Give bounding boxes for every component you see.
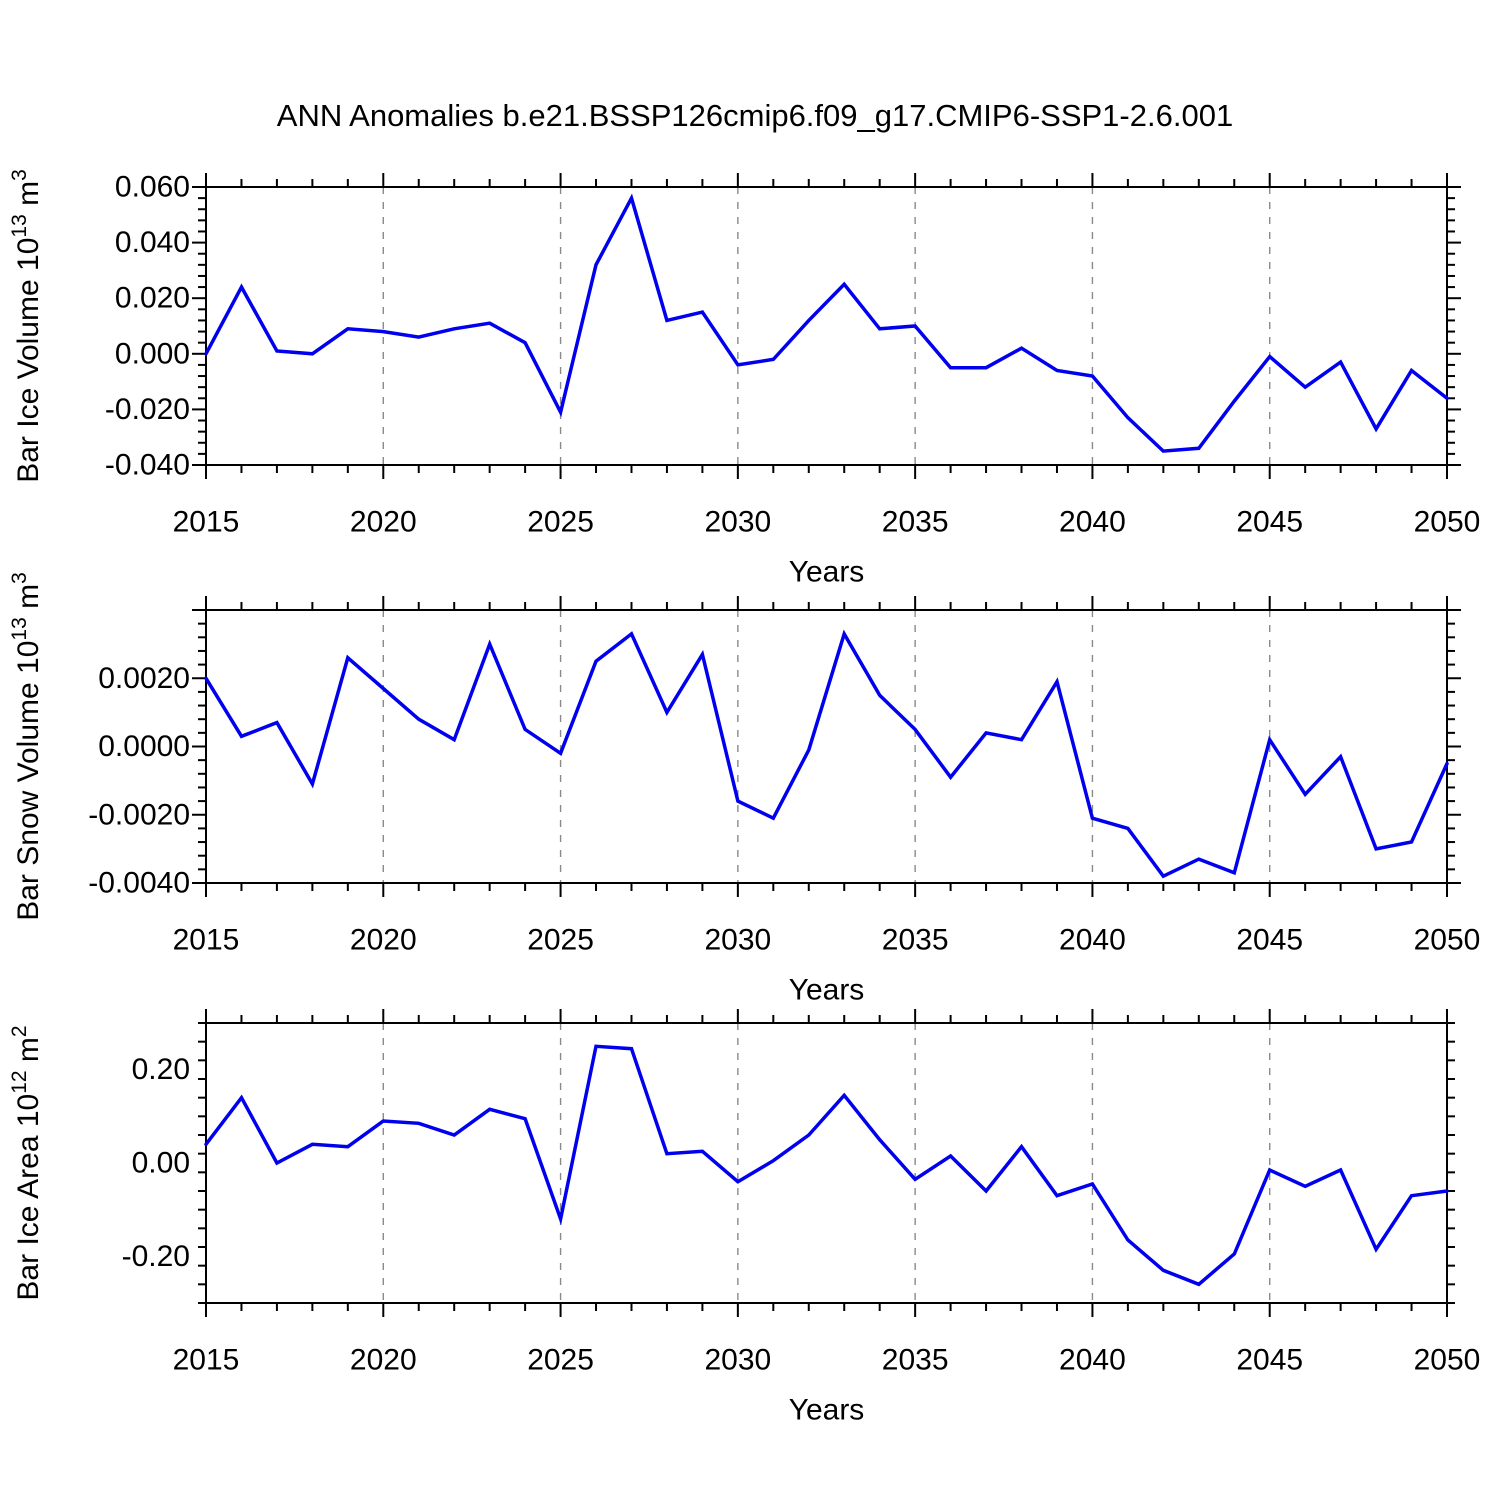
y-axis-title: Bar Snow Volume 1013 m3 xyxy=(8,572,45,921)
y-tick-label: 0.0020 xyxy=(98,662,190,695)
y-tick-label: 0.20 xyxy=(132,1053,190,1086)
x-tick-label: 2030 xyxy=(704,1344,771,1377)
x-axis-title: Years xyxy=(789,1394,865,1427)
x-tick-label: 2015 xyxy=(173,1344,240,1377)
plot-frame xyxy=(205,609,1448,884)
x-tick-label: 2050 xyxy=(1414,924,1481,957)
x-tick-label: 2020 xyxy=(350,506,417,539)
x-tick-label: 2040 xyxy=(1059,924,1126,957)
x-tick-label: 2030 xyxy=(704,506,771,539)
y-axis-title: Bar Ice Area 1012 m2 xyxy=(8,1025,45,1300)
x-tick-label: 2035 xyxy=(882,924,949,957)
y-tick-label: -0.040 xyxy=(105,449,190,482)
y-tick-label: 0.060 xyxy=(115,171,190,204)
x-tick-label: 2040 xyxy=(1059,1344,1126,1377)
y-tick-label: 0.0000 xyxy=(98,730,190,763)
x-tick-label: 2035 xyxy=(882,506,949,539)
y-tick-label: -0.0040 xyxy=(88,867,190,900)
x-tick-label: 2025 xyxy=(527,1344,594,1377)
panel-ice-volume: 0.060 0.040 0.020 0.000 -0.020 -0.040 2015 2020… xyxy=(8,169,1480,588)
x-axis-title: Years xyxy=(789,974,865,1007)
y-tick-label: 0.020 xyxy=(115,282,190,315)
y-tick-label: -0.020 xyxy=(105,393,190,426)
plot-frame xyxy=(205,186,1448,466)
y-tick-label: -0.0020 xyxy=(88,798,190,831)
y-tick-label: -0.20 xyxy=(122,1240,190,1273)
panel-ice-area: 0.20 0.00 -0.20 2015 2020 2025 2030 2035 2040 204… xyxy=(8,1009,1480,1427)
data-line xyxy=(204,629,1449,879)
x-tick-label: 2025 xyxy=(527,506,594,539)
panel-snow-volume: 0.0020 0.0000 -0.0020 -0.0040 2015 2020 2025 20… xyxy=(8,572,1480,1006)
x-tick-label: 2045 xyxy=(1236,1344,1303,1377)
data-line xyxy=(204,1044,1449,1287)
y-tick-label: 0.000 xyxy=(115,337,190,370)
x-tick-label: 2035 xyxy=(882,1344,949,1377)
x-tick-label: 2050 xyxy=(1414,1344,1481,1377)
x-tick-label: 2040 xyxy=(1059,506,1126,539)
x-tick-label: 2015 xyxy=(173,924,240,957)
x-tick-label: 2050 xyxy=(1414,506,1481,539)
x-tick-label: 2045 xyxy=(1236,506,1303,539)
plot-frame xyxy=(205,1022,1448,1304)
x-axis-title: Years xyxy=(789,556,865,589)
y-axis-title: Bar Ice Volume 1013 m3 xyxy=(8,169,45,483)
x-tick-label: 2030 xyxy=(704,924,771,957)
x-tick-label: 2020 xyxy=(350,1344,417,1377)
y-tick-label: 0.00 xyxy=(132,1147,190,1180)
x-tick-label: 2020 xyxy=(350,924,417,957)
x-tick-label: 2025 xyxy=(527,924,594,957)
x-tick-label: 2015 xyxy=(173,506,240,539)
chart-title: ANN Anomalies b.e21.BSSP126cmip6.f09_g17… xyxy=(276,98,1234,133)
y-tick-label: 0.040 xyxy=(115,226,190,259)
x-tick-label: 2045 xyxy=(1236,924,1303,957)
data-line xyxy=(204,193,1449,453)
